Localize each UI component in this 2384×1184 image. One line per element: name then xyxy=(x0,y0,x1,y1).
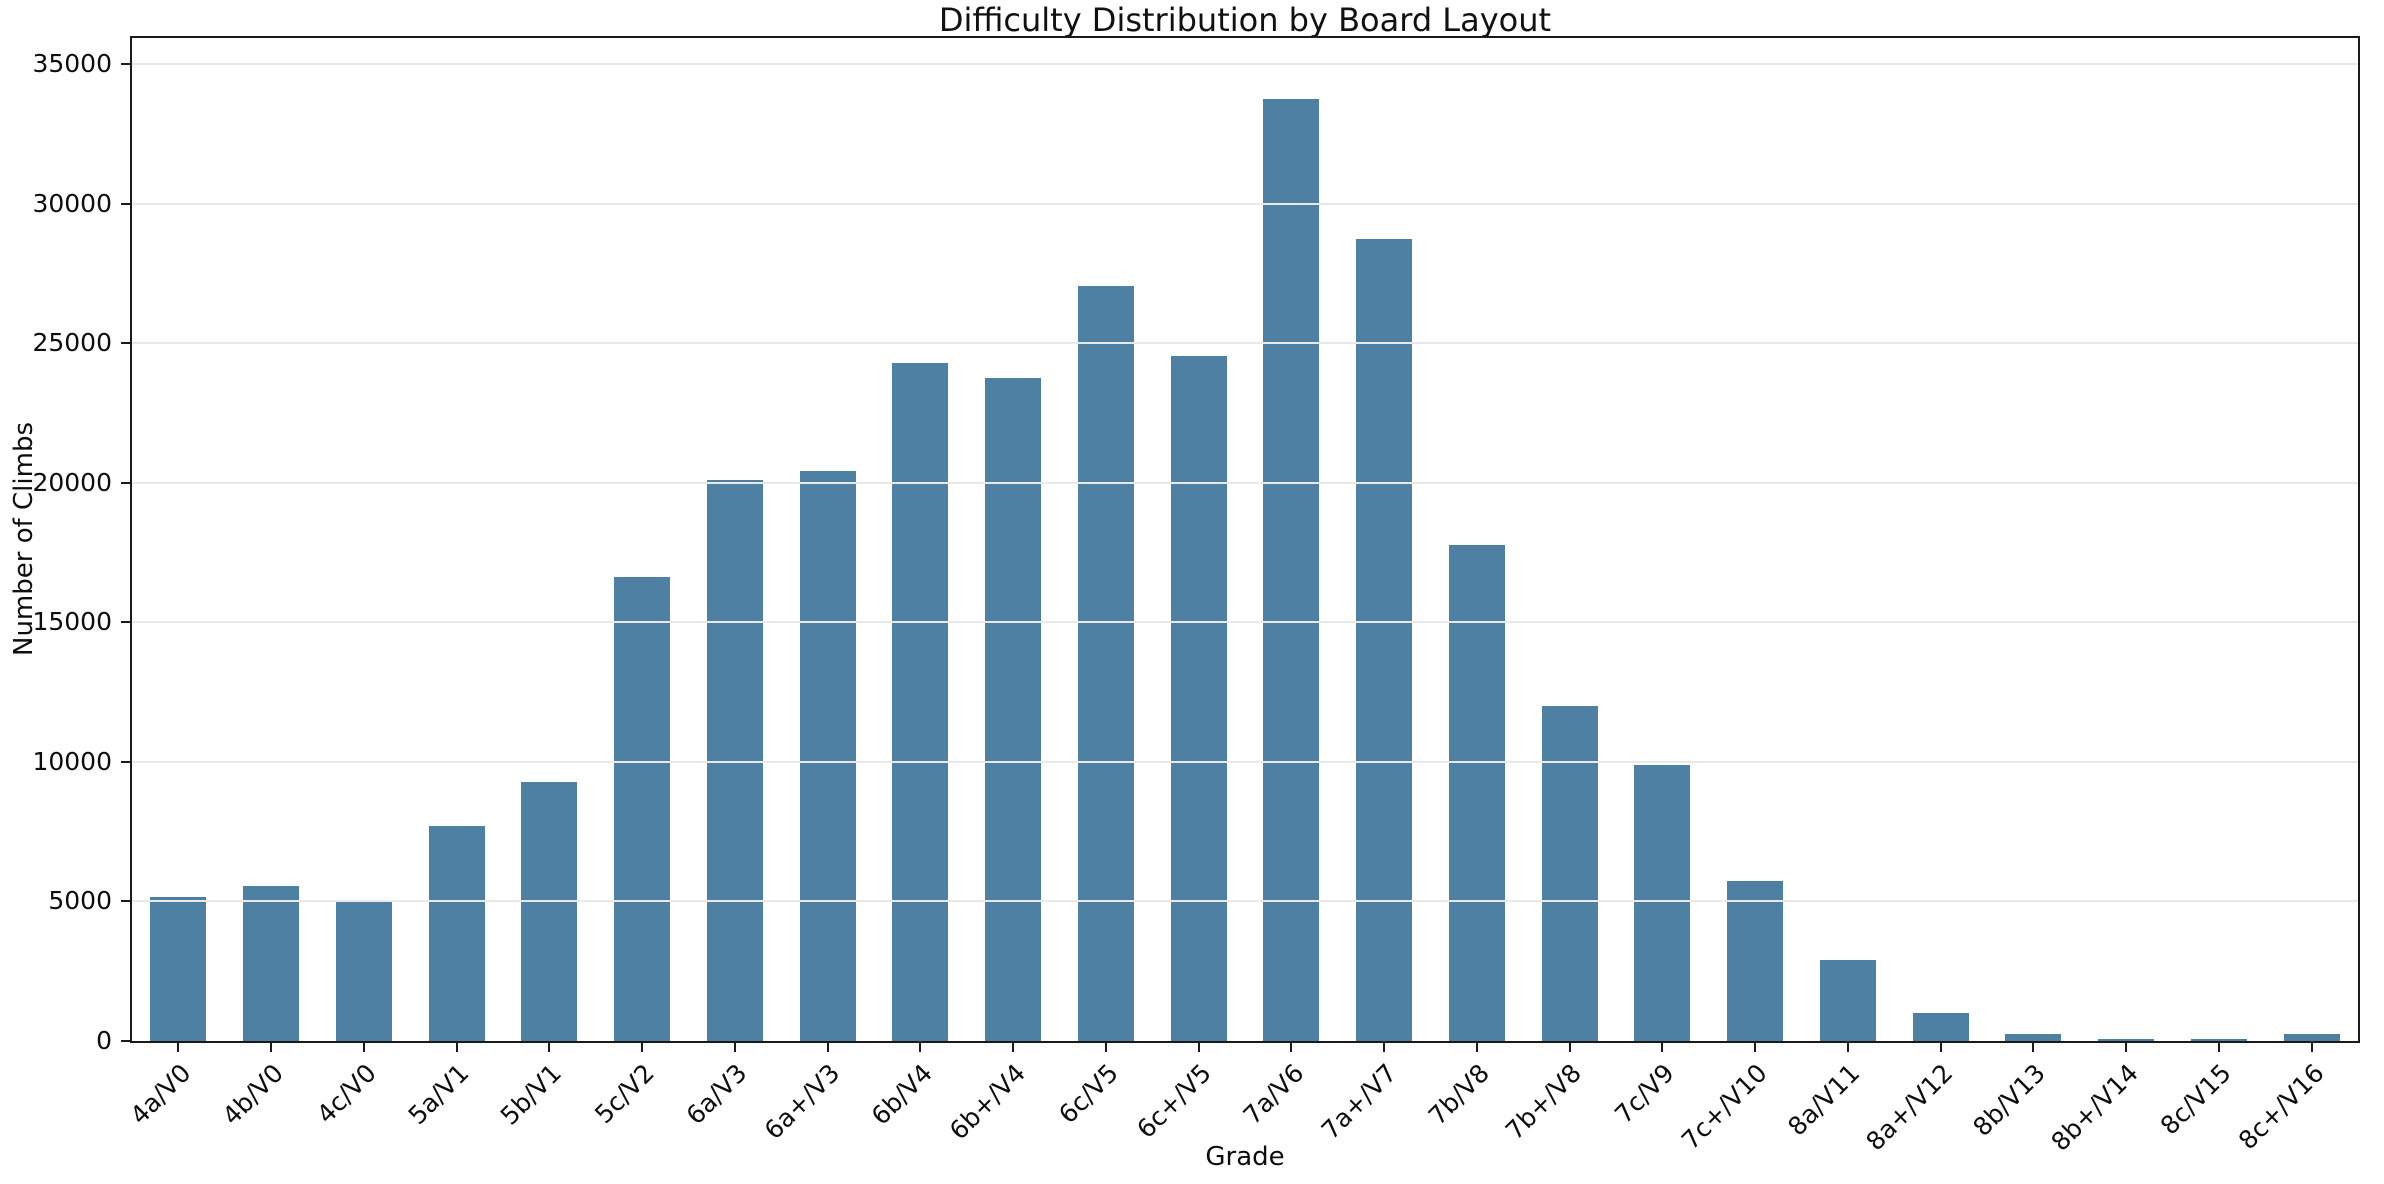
x-tick-mark xyxy=(1290,1043,1293,1052)
x-tick-label: 6a+/V3 xyxy=(758,1058,846,1145)
y-tick-label: 0 xyxy=(96,1026,112,1055)
gridline-15000 xyxy=(132,621,2358,624)
gridline-10000 xyxy=(132,760,2358,763)
x-tick-mark xyxy=(826,1043,829,1052)
bar-4b-v0 xyxy=(243,885,300,1041)
x-tick-label: 5c/V2 xyxy=(589,1058,660,1130)
x-tick-mark xyxy=(1197,1043,1200,1052)
x-tick-label: 4b/V0 xyxy=(216,1058,289,1131)
y-tick-label: 20000 xyxy=(32,467,112,497)
bar-6b--v4 xyxy=(985,377,1042,1041)
bar-7a--v7 xyxy=(1356,239,1413,1041)
y-tick-mark xyxy=(121,481,130,484)
bar-7b--v8 xyxy=(1541,706,1598,1041)
x-tick-mark xyxy=(548,1043,551,1052)
x-tick-label: 6a/V3 xyxy=(680,1058,753,1131)
x-tick-label: 7a+/V7 xyxy=(1315,1058,1402,1145)
bar-8c--v16 xyxy=(2283,1034,2340,1041)
x-tick-label: 6b/V4 xyxy=(865,1058,939,1131)
y-tick-mark xyxy=(121,202,130,205)
bar-8c-v15 xyxy=(2190,1039,2247,1041)
y-tick-mark xyxy=(121,1040,130,1042)
x-tick-mark xyxy=(1846,1043,1849,1052)
x-tick-label: 7a/V6 xyxy=(1237,1058,1310,1131)
x-tick-mark xyxy=(270,1043,273,1052)
x-tick-mark xyxy=(733,1043,736,1052)
x-tick-mark xyxy=(1661,1043,1664,1052)
x-tick-mark xyxy=(2217,1043,2220,1052)
bar-8b-v13 xyxy=(2005,1034,2062,1041)
gridline-5000 xyxy=(132,900,2358,903)
gridline-25000 xyxy=(132,342,2358,345)
x-tick-mark xyxy=(641,1043,644,1052)
y-tick-mark xyxy=(121,621,130,624)
gridline-35000 xyxy=(132,63,2358,65)
x-tick-mark xyxy=(2032,1043,2035,1052)
x-tick-mark xyxy=(177,1043,180,1052)
bar-6a--v3 xyxy=(799,470,856,1041)
bar-7a-v6 xyxy=(1263,98,1320,1041)
bar-4c-v0 xyxy=(335,902,392,1041)
x-tick-label: 6c/V5 xyxy=(1052,1058,1124,1130)
x-tick-mark xyxy=(1568,1043,1571,1052)
y-tick-mark xyxy=(121,760,130,763)
y-tick-label: 5000 xyxy=(48,886,112,916)
y-tick-label: 25000 xyxy=(32,328,112,358)
x-tick-label: 8a/V11 xyxy=(1782,1058,1866,1142)
x-tick-label: 7b+/V8 xyxy=(1500,1058,1588,1146)
x-tick-mark xyxy=(1012,1043,1015,1052)
gridline-30000 xyxy=(132,202,2358,205)
gridline-20000 xyxy=(132,481,2358,484)
y-tick-mark xyxy=(121,900,130,903)
bar-7b-v8 xyxy=(1448,544,1505,1041)
x-tick-label: 8c+/V16 xyxy=(2232,1058,2330,1156)
bar-4a-v0 xyxy=(150,897,207,1041)
x-tick-mark xyxy=(919,1043,922,1052)
bar-8a-v11 xyxy=(1819,960,1876,1041)
y-tick-mark xyxy=(121,342,130,345)
chart-title: Difficulty Distribution by Board Layout xyxy=(938,1,1552,39)
x-tick-label: 7c/V9 xyxy=(1609,1058,1681,1130)
y-tick-label: 35000 xyxy=(32,49,112,78)
x-tick-mark xyxy=(1475,1043,1478,1052)
x-tick-label: 8b/V13 xyxy=(1967,1058,2052,1142)
x-tick-label: 6b+/V4 xyxy=(943,1058,1031,1146)
x-tick-label: 5a/V1 xyxy=(402,1058,475,1131)
bar-6a-v3 xyxy=(706,479,763,1041)
x-tick-mark xyxy=(362,1043,365,1052)
bar-7c--v10 xyxy=(1727,880,1784,1041)
x-tick-label: 7c+/V10 xyxy=(1676,1058,1773,1156)
x-tick-mark xyxy=(1939,1043,1942,1052)
bar-7c-v9 xyxy=(1634,764,1691,1041)
x-tick-mark xyxy=(2310,1043,2313,1052)
plot-area xyxy=(130,36,2360,1043)
y-tick-mark xyxy=(121,63,130,65)
x-tick-label: 7b/V8 xyxy=(1422,1058,1495,1131)
y-tick-label: 30000 xyxy=(32,188,112,218)
bar-6b-v4 xyxy=(892,362,949,1041)
x-tick-mark xyxy=(455,1043,458,1052)
x-axis-label: Grade xyxy=(1205,1142,1285,1172)
x-tick-label: 4a/V0 xyxy=(124,1058,197,1131)
x-tick-label: 4c/V0 xyxy=(310,1058,382,1130)
bar-5c-v2 xyxy=(614,577,671,1041)
bar-8a--v12 xyxy=(1912,1013,1969,1041)
x-tick-label: 8c/V15 xyxy=(2154,1058,2237,1141)
x-tick-label: 6c+/V5 xyxy=(1130,1058,1217,1144)
x-tick-label: 5b/V1 xyxy=(494,1058,568,1131)
x-tick-mark xyxy=(2125,1043,2128,1052)
bar-6c--v5 xyxy=(1170,355,1227,1041)
bar-5a-v1 xyxy=(428,825,485,1041)
x-tick-mark xyxy=(1104,1043,1107,1052)
x-tick-mark xyxy=(1754,1043,1757,1052)
y-tick-label: 10000 xyxy=(32,746,112,776)
bar-6c-v5 xyxy=(1077,286,1134,1041)
bar-5b-v1 xyxy=(521,781,578,1041)
y-tick-label: 15000 xyxy=(32,607,112,637)
x-tick-mark xyxy=(1383,1043,1386,1052)
bar-8b--v14 xyxy=(2098,1039,2155,1041)
